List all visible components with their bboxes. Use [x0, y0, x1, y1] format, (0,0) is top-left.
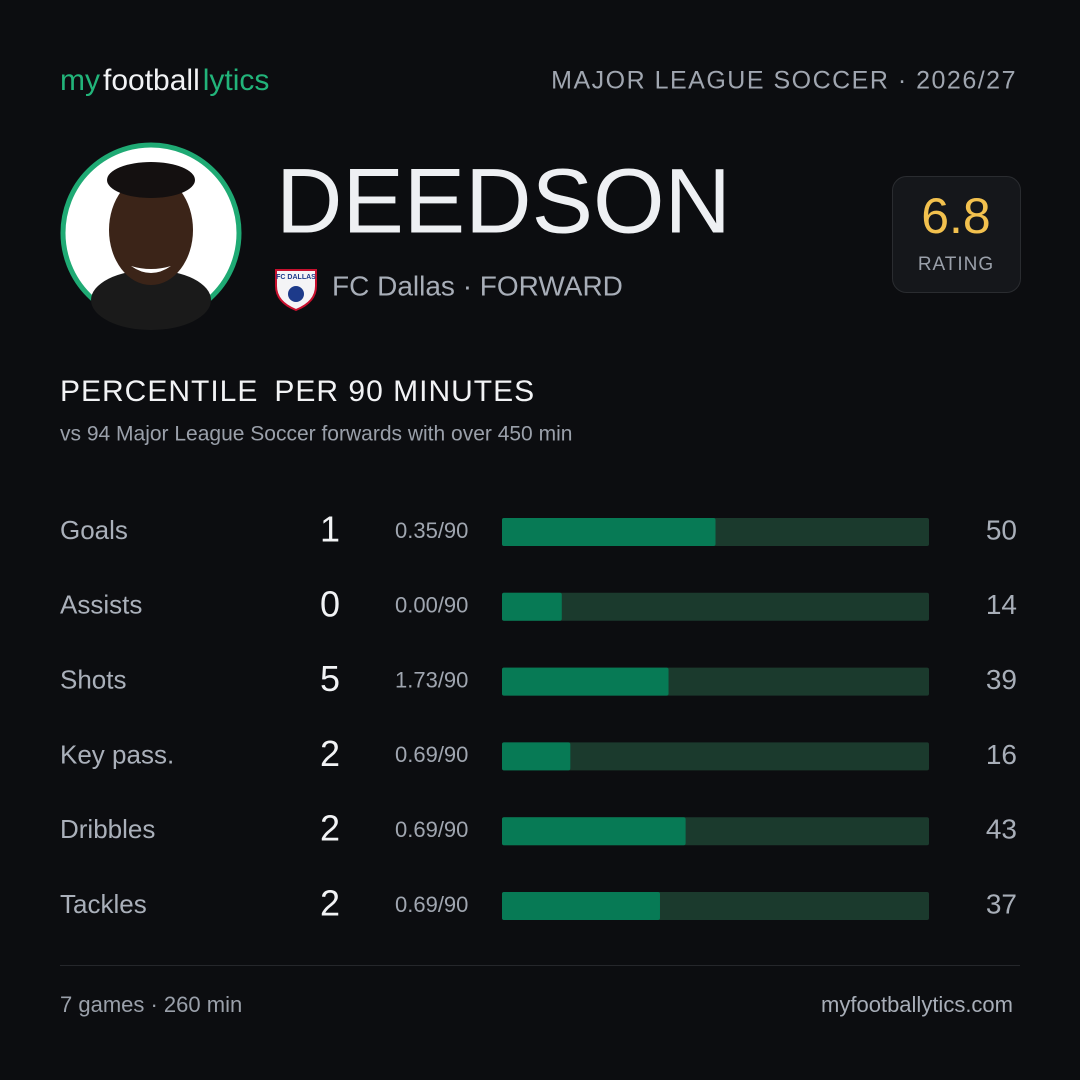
percentile-bar: [502, 667, 669, 696]
stat-percentile: 16: [986, 739, 1017, 770]
stat-per90: 0.69/90: [395, 892, 468, 917]
brand: my football lytics: [60, 64, 269, 97]
stat-count: 2: [320, 733, 340, 774]
stat-count: 0: [320, 583, 340, 624]
stat-label: Tackles: [60, 889, 147, 919]
stat-per90: 0.00/90: [395, 593, 468, 618]
percentile-bar: [502, 742, 571, 771]
stat-per90: 0.69/90: [395, 817, 468, 842]
stat-count: 1: [320, 509, 340, 550]
rating-box: [892, 176, 1021, 293]
percentile-bar: [502, 518, 716, 546]
crest-ball: [288, 286, 304, 302]
club-crest: FC DALLAS: [275, 269, 317, 312]
league: MAJOR LEAGUE SOCCER · 2026/27: [551, 67, 1017, 95]
stat-percentile: 43: [986, 814, 1017, 845]
percentile-bar: [502, 592, 562, 621]
stat-per90: 0.69/90: [395, 742, 468, 767]
rating-label: RATING: [918, 254, 994, 275]
stat-percentile: 37: [986, 888, 1017, 919]
section-title-part: PER 90 MINUTES: [274, 375, 535, 408]
photo-smile: [131, 266, 171, 273]
stat-per90: 1.73/90: [395, 667, 468, 692]
stat-per90: 0.35/90: [395, 518, 468, 543]
stat-label: Goals: [60, 515, 128, 545]
bar-track: [502, 742, 929, 771]
photo-face: [109, 175, 193, 285]
stat-count: 5: [320, 658, 340, 699]
stat-label: Shots: [60, 664, 127, 694]
brand-part: lytics: [203, 64, 270, 97]
crest-text: FC DALLAS: [276, 274, 316, 281]
percentile-bar: [502, 892, 660, 920]
stat-count: 2: [320, 883, 340, 924]
stat-label: Dribbles: [60, 814, 155, 844]
rating-value: 6.8: [921, 188, 991, 244]
bar-track: [502, 592, 929, 621]
section-subtitle: vs 94 Major League Soccer forwards with …: [60, 423, 572, 446]
footer-site: myfootballytics.com: [821, 992, 1013, 1017]
section-title: PERCENTILE PER 90 MINUTES: [60, 375, 535, 408]
stat-percentile: 39: [986, 664, 1017, 695]
photo-shirt: [91, 270, 211, 330]
percentile-bar: [502, 817, 686, 846]
brand-part: football: [103, 64, 200, 97]
photo-hair: [107, 162, 195, 198]
stat-percentile: 14: [986, 589, 1017, 620]
stat-count: 2: [320, 808, 340, 849]
club-position: FC Dallas · FORWARD: [332, 270, 623, 301]
stat-rows: Goals 1 0.35/90 50 Assists 0 0.00/90 14 Shots 5 1.…: [60, 509, 1017, 924]
stat-label: Assists: [60, 590, 142, 620]
stat-label: Key pass.: [60, 739, 174, 769]
player-photo: [60, 142, 242, 330]
section-title-part: PERCENTILE: [60, 375, 258, 408]
stat-percentile: 50: [986, 514, 1017, 545]
footer-summary: 7 games · 260 min: [60, 992, 242, 1017]
player-name: DEEDSON: [276, 150, 731, 252]
brand-part: my: [60, 64, 100, 97]
